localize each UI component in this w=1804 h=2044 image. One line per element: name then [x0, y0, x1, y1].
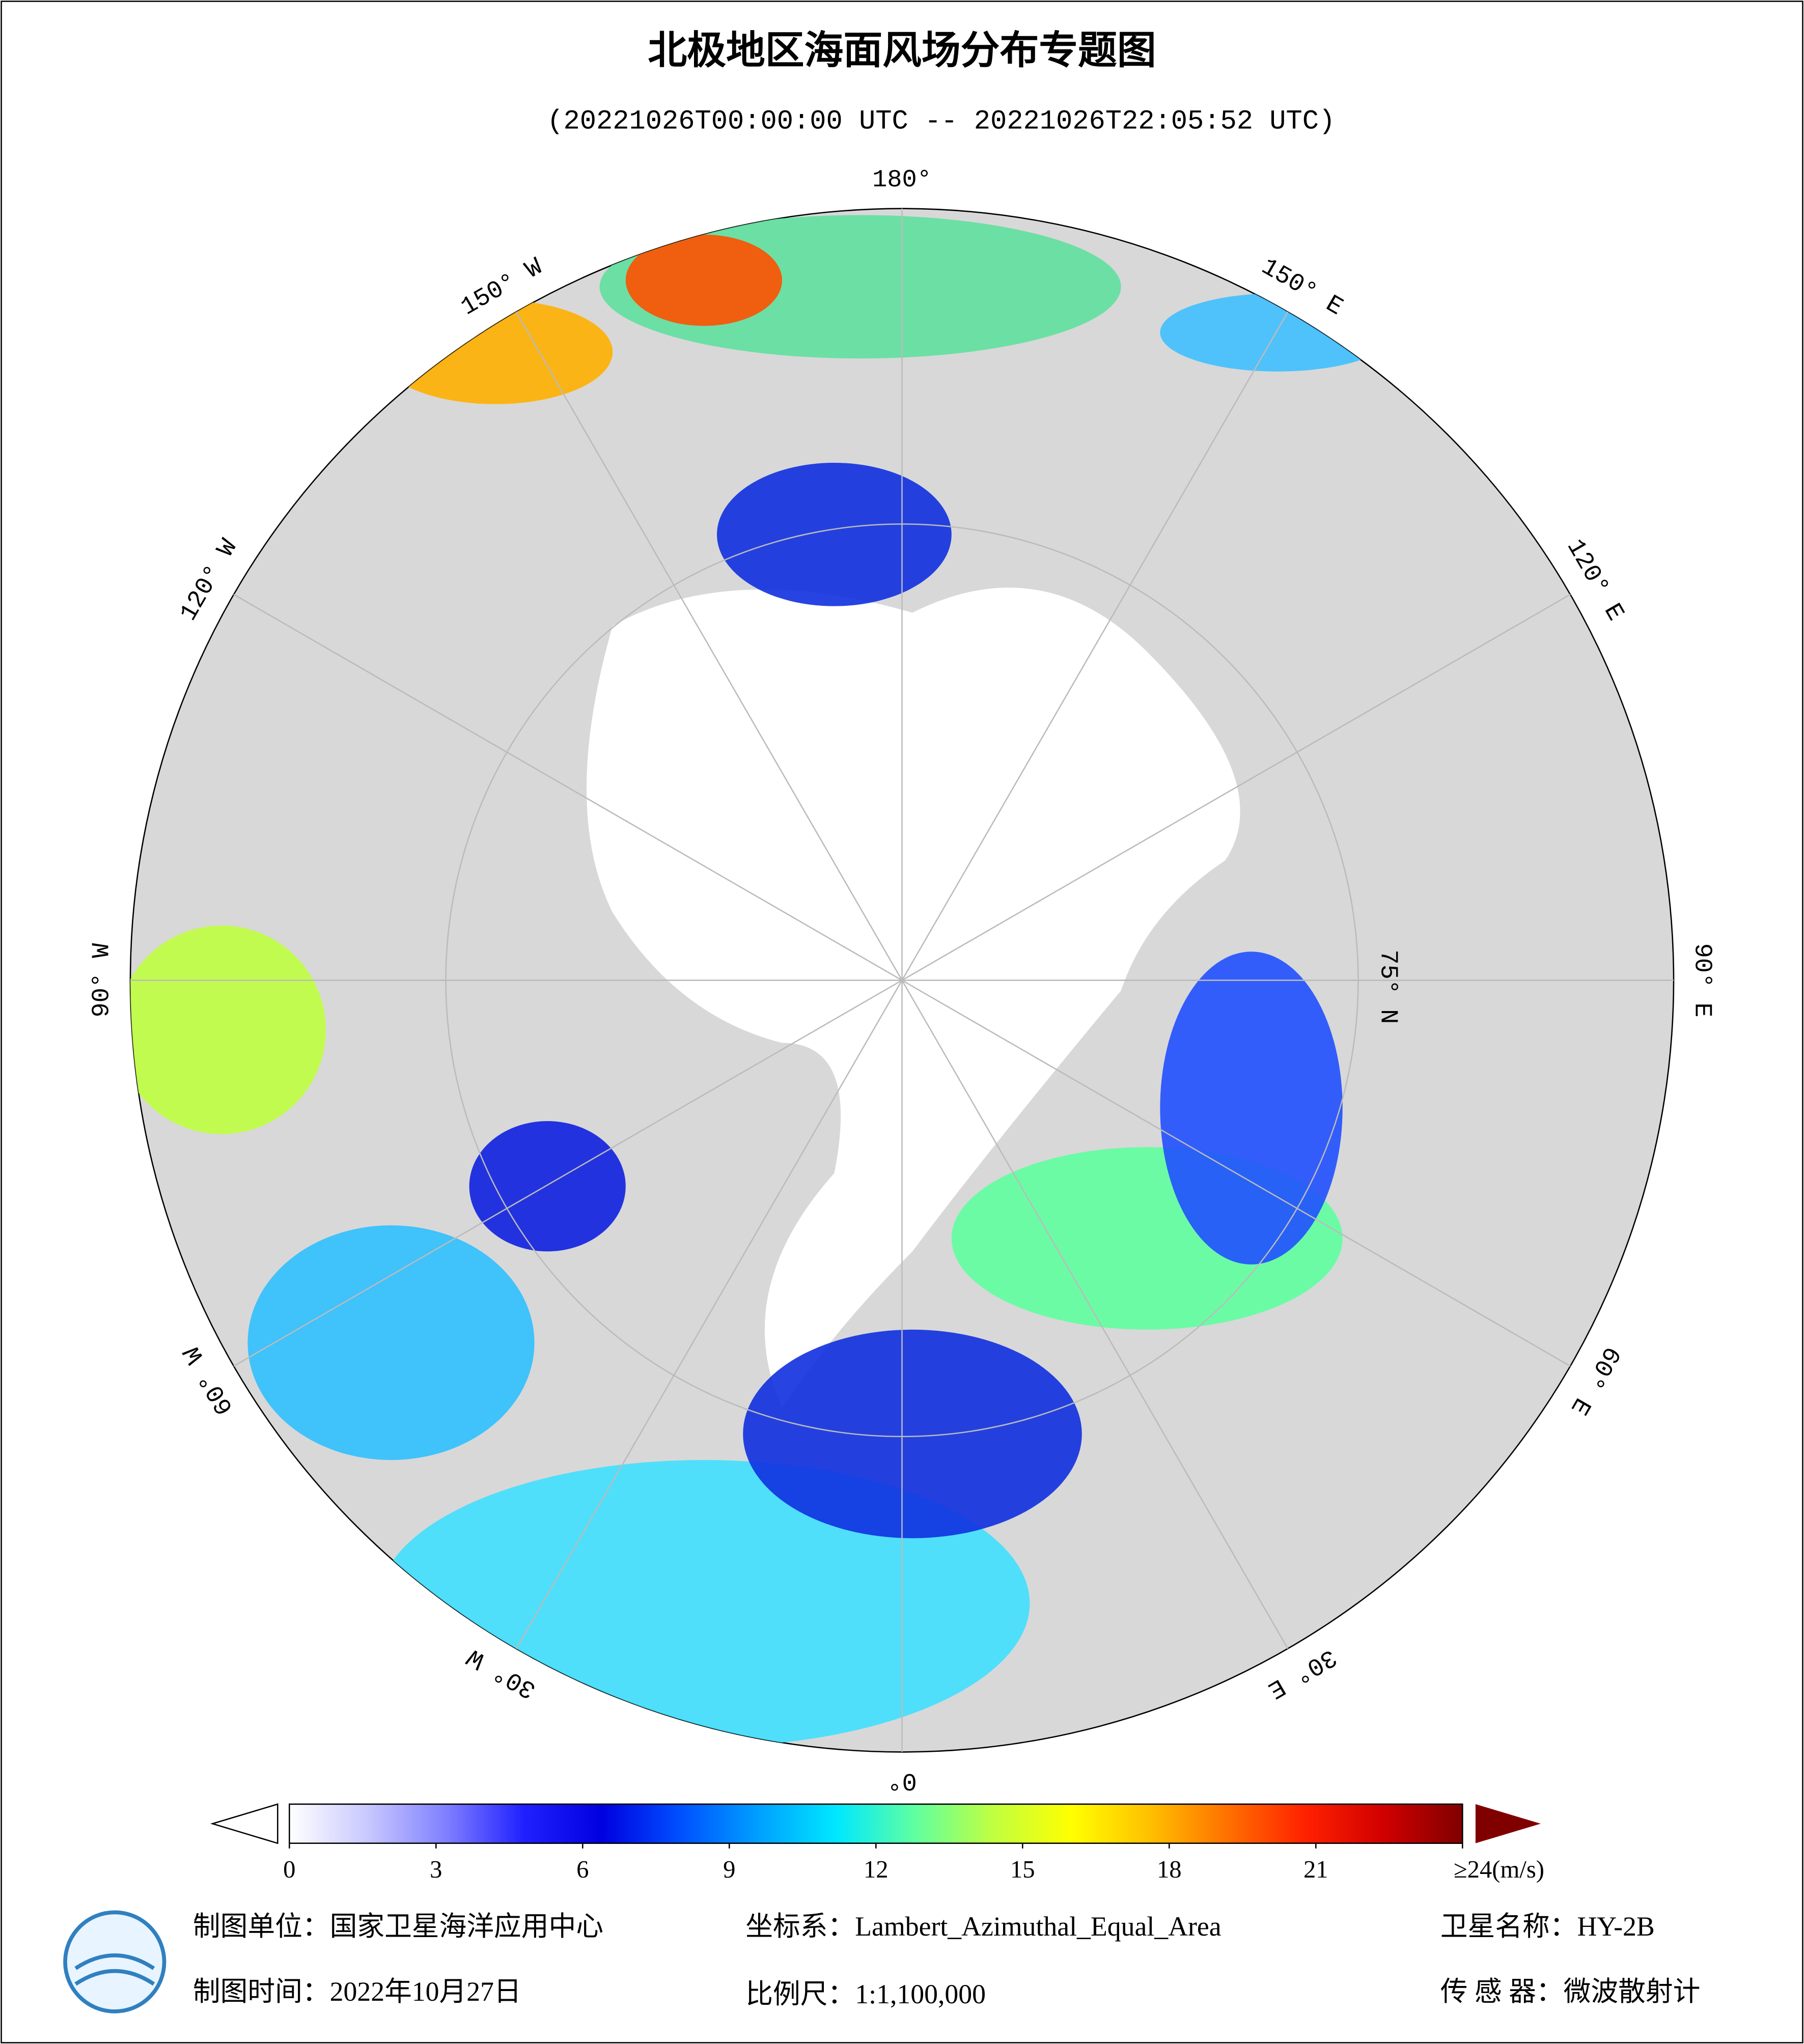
wind-field: [469, 1121, 626, 1252]
map: [129, 208, 1675, 1753]
colorbar-tick-label: 6: [576, 1856, 589, 1883]
colorbar-tick-label: 15: [1010, 1856, 1035, 1883]
longitude-label: 0°: [887, 1767, 917, 1795]
wind-field: [1160, 951, 1343, 1265]
meridian: [515, 979, 903, 1649]
meridian: [901, 312, 1289, 981]
wind-field: [743, 1329, 1082, 1538]
colorbar-tick-label: 12: [864, 1856, 889, 1883]
meridian: [515, 312, 903, 981]
footer-crs: 坐标系：Lambert_Azimuthal_Equal_Area: [745, 1911, 1221, 1942]
title: 北极地区海面风场分布专题图: [648, 29, 1156, 72]
meridian: [233, 979, 903, 1367]
sea-ice: [586, 587, 1240, 1408]
longitude-label: 90° W: [88, 943, 116, 1018]
footer-date: 制图时间：2022年10月27日: [193, 1976, 521, 2007]
longitude-label: 180°: [872, 166, 932, 194]
wind-field: [130, 926, 326, 1134]
colorbar-tick-label: ≥24(m/s): [1454, 1856, 1544, 1883]
longitude-label: 90° E: [1688, 943, 1716, 1018]
colorbar: [289, 1803, 1463, 1844]
latitude-circle: [445, 523, 1359, 1438]
colorbar-tick-label: 0: [283, 1856, 295, 1883]
latitude-label: 75° N: [1374, 949, 1402, 1024]
footer-unit: 制图单位：国家卫星海洋应用中心: [193, 1911, 603, 1942]
footer-sensor: 传 感 器：微波散射计: [1440, 1976, 1701, 2007]
meridian: [901, 594, 1571, 981]
wind-field: [247, 1225, 535, 1460]
colorbar-max-arrow: [1475, 1804, 1541, 1843]
colorbar-tick-label: 9: [723, 1856, 735, 1883]
subtitle: (20221026T00:00:00 UTC -- 20221026T22:05…: [547, 106, 1335, 137]
wind-field: [716, 463, 952, 606]
colorbar-tick-label: 18: [1157, 1856, 1182, 1883]
colorbar-tick-label: 3: [430, 1856, 442, 1883]
meridian: [233, 594, 903, 981]
colorbar-tick-label: 21: [1303, 1856, 1328, 1883]
colorbar-min-arrow: [210, 1803, 279, 1844]
logo: [63, 1910, 166, 2013]
meridian: [901, 979, 1571, 1367]
footer-scale: 比例尺：1:1,100,000: [745, 1979, 986, 2009]
wind-field: [625, 234, 782, 326]
meridian: [901, 979, 1289, 1649]
footer-satellite: 卫星名称：HY-2B: [1440, 1911, 1655, 1942]
